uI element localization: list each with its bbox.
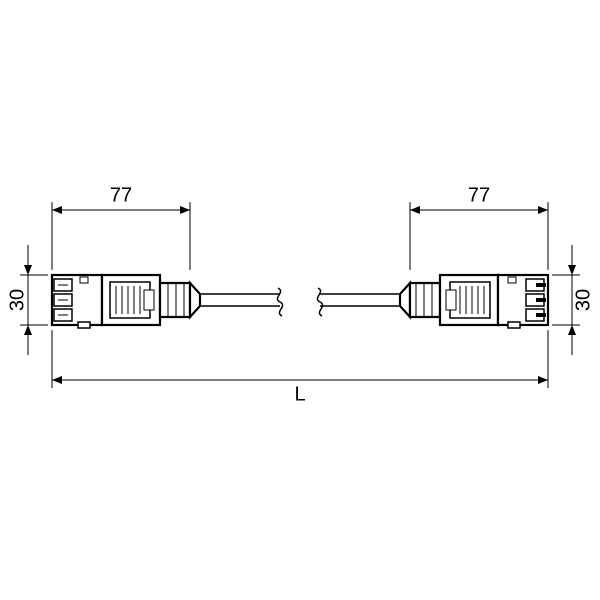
technical-drawing: 77 77 30 30 L — [0, 0, 600, 600]
dim-left-width: 77 — [110, 184, 132, 206]
dim-left-height: 30 — [6, 289, 28, 311]
dim-right-width: 77 — [468, 184, 490, 206]
right-connector — [400, 275, 548, 328]
dim-overall-length: L — [294, 383, 305, 405]
dim-right-height: 30 — [572, 289, 594, 311]
left-connector — [52, 275, 200, 328]
cable — [190, 288, 410, 316]
